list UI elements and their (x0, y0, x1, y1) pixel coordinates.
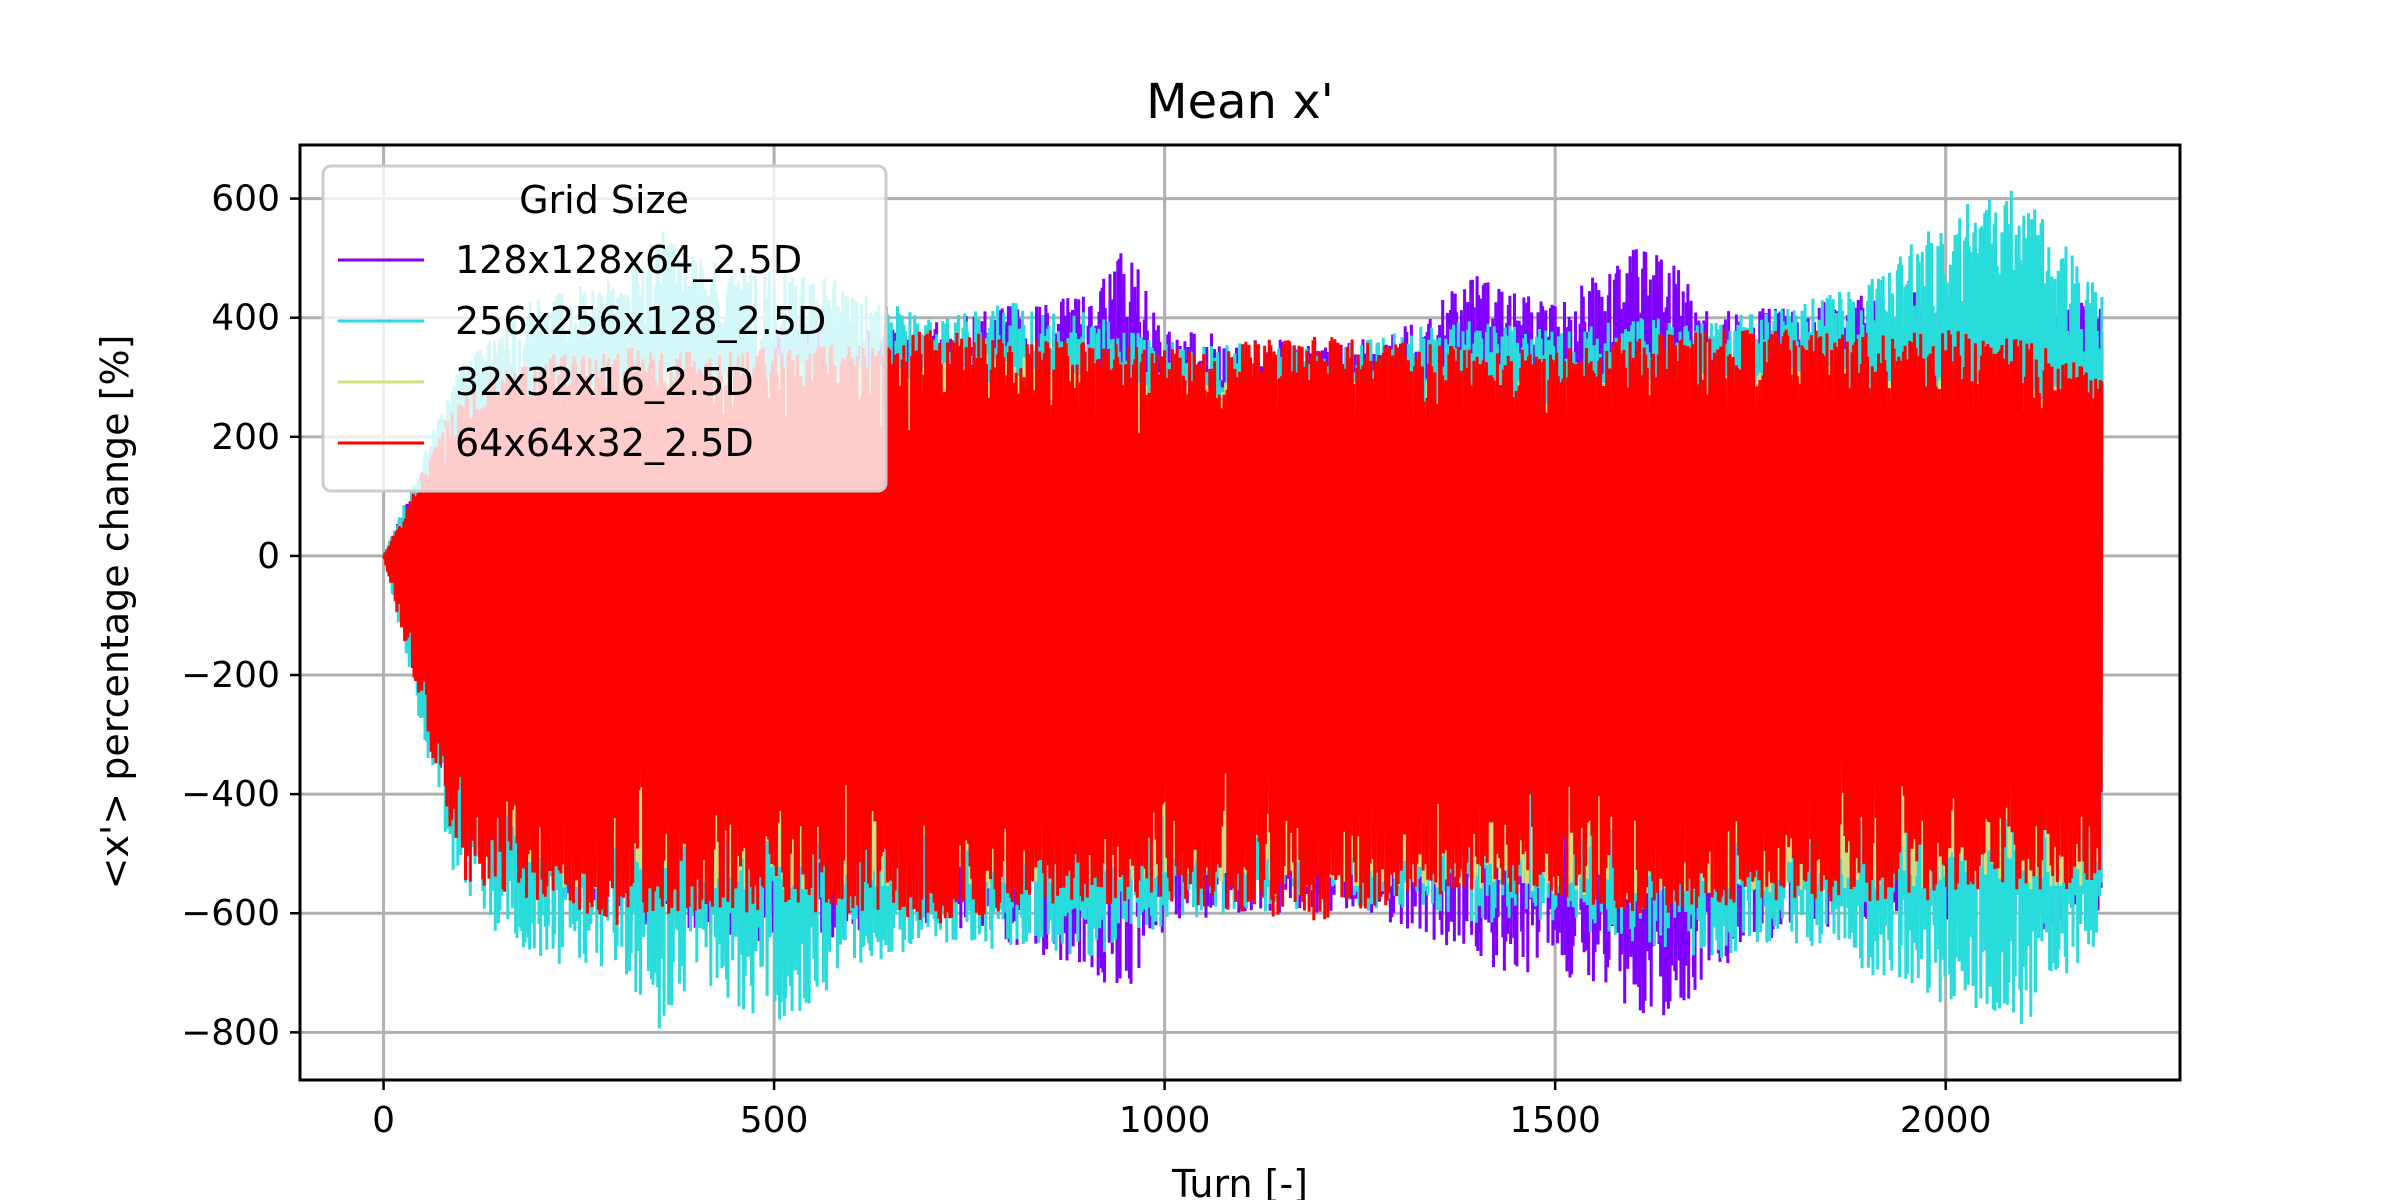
data-layer (382, 190, 2104, 1029)
y-tick-label: −600 (181, 893, 280, 934)
legend-items: 128x128x64_2.5D 256x256x128_2.5D 32x32x16_… (338, 238, 826, 465)
legend-box (321, 164, 888, 493)
x-tick-label: 500 (740, 1100, 809, 1141)
x-tick-label: 0 (372, 1100, 395, 1141)
legend-label: 128x128x64_2.5D (455, 238, 802, 282)
chart-title: Mean x' (1146, 74, 1334, 130)
x-tick-label: 1000 (1119, 1100, 1211, 1141)
y-tick-label: −800 (181, 1012, 280, 1053)
legend-label: 32x32x16_2.5D (455, 360, 754, 404)
x-tick-label: 2000 (1900, 1100, 1992, 1141)
legend-label: 64x64x32_2.5D (455, 421, 754, 465)
plot-frame (298, 143, 2182, 1082)
y-tick-label: −200 (181, 655, 280, 696)
y-tick-label: −400 (181, 774, 280, 815)
legend-label: 256x256x128_2.5D (455, 299, 826, 343)
tick-layer: 0 500 1000 1500 2000 −800 −600 −400 −200 0 200 400 6… (181, 179, 1991, 1141)
y-tick-label: 0 (257, 536, 280, 577)
y-tick-label: 400 (211, 298, 280, 339)
y-tick-label: 200 (211, 417, 280, 458)
x-tick-label: 1500 (1509, 1100, 1601, 1141)
legend-title: Grid Size (519, 178, 689, 222)
y-tick-label: 600 (211, 179, 280, 220)
legend: Grid Size 128x128x64_2.5D 256x256x128_2.5… (321, 164, 888, 493)
y-axis-label: <x'> percentage change [%] (93, 335, 137, 890)
series-line-64x64x32_2.5D (382, 329, 2104, 925)
x-axis-label: Turn [-] (1171, 1162, 1308, 1200)
